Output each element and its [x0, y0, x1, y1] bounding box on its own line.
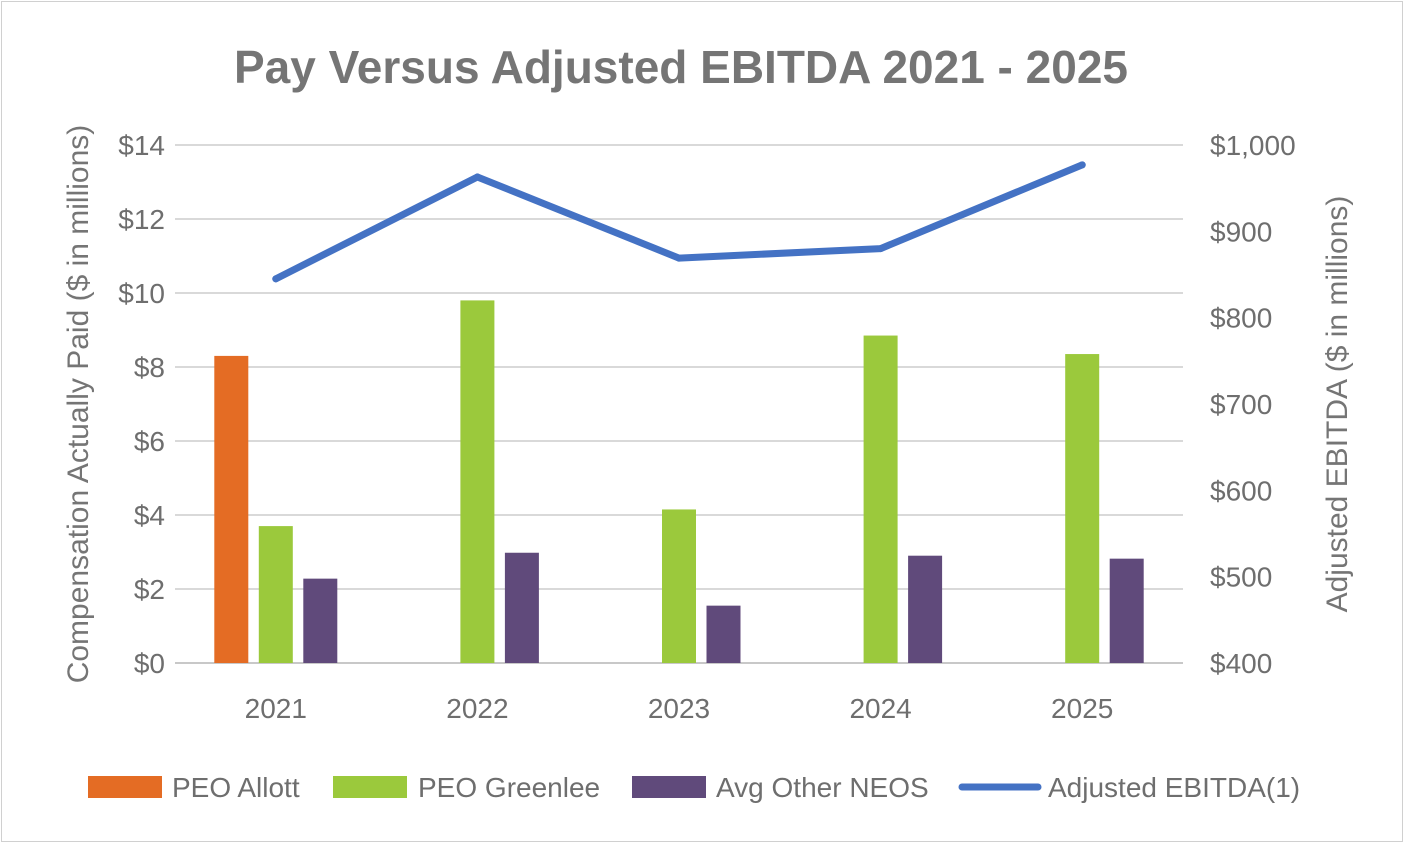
bar — [662, 509, 696, 663]
x-tick-label: 2021 — [245, 693, 307, 724]
x-tick-label: 2023 — [648, 693, 710, 724]
x-axis-ticks: 2021 2022 2023 2024 2025 — [245, 693, 1114, 724]
line-point — [1078, 161, 1086, 169]
legend: PEO Allott PEO Greenlee Avg Other NEOS Adju… — [88, 772, 1300, 803]
bar — [863, 335, 898, 663]
left-tick-label: $6 — [134, 426, 165, 457]
x-tick-label: 2024 — [849, 693, 911, 724]
line-point — [473, 173, 481, 181]
left-tick-label: $10 — [118, 278, 165, 309]
line-point — [877, 245, 885, 253]
bar — [1065, 354, 1100, 663]
right-axis-ticks: $400 $500 $600 $700 $800 $900 $1,000 — [1210, 130, 1296, 679]
bar — [303, 578, 338, 663]
bar — [908, 555, 943, 663]
left-axis-ticks: $0 $2 $4 $6 $8 $10 $12 $14 — [118, 130, 165, 679]
right-tick-label: $800 — [1210, 303, 1272, 334]
legend-label: PEO Greenlee — [418, 772, 600, 803]
bar — [460, 300, 495, 663]
left-tick-label: $14 — [118, 130, 165, 161]
right-tick-label: $500 — [1210, 562, 1272, 593]
x-tick-label: 2025 — [1051, 693, 1113, 724]
legend-swatch — [88, 776, 162, 798]
bar — [258, 526, 293, 663]
bar — [504, 552, 539, 663]
legend-swatch — [333, 776, 407, 798]
left-tick-label: $0 — [134, 648, 165, 679]
right-tick-label: $1,000 — [1210, 130, 1296, 161]
left-tick-label: $8 — [134, 352, 165, 383]
line-point — [675, 254, 683, 262]
right-axis-label: Adjusted EBITDA ($ in millions) — [1321, 196, 1354, 613]
x-tick-label: 2022 — [446, 693, 508, 724]
line-group — [272, 161, 1086, 283]
bar — [706, 605, 741, 663]
grid-lines — [175, 144, 1183, 664]
left-tick-label: $4 — [134, 500, 165, 531]
bar-group — [214, 300, 1144, 663]
left-tick-label: $2 — [134, 574, 165, 605]
line-point — [272, 275, 280, 283]
legend-label: Avg Other NEOS — [716, 772, 929, 803]
left-tick-label: $12 — [118, 204, 165, 235]
right-tick-label: $900 — [1210, 216, 1272, 247]
left-axis-label: Compensation Actually Paid ($ in million… — [62, 125, 95, 684]
legend-swatch — [632, 776, 706, 798]
right-tick-label: $700 — [1210, 389, 1272, 420]
chart-title: Pay Versus Adjusted EBITDA 2021 - 2025 — [234, 41, 1128, 93]
right-tick-label: $600 — [1210, 475, 1272, 506]
right-tick-label: $400 — [1210, 648, 1272, 679]
legend-label: PEO Allott — [172, 772, 300, 803]
bar — [1109, 558, 1144, 663]
bar — [214, 355, 249, 663]
legend-label: Adjusted EBITDA(1) — [1048, 772, 1300, 803]
ebitda-line — [272, 161, 1086, 283]
